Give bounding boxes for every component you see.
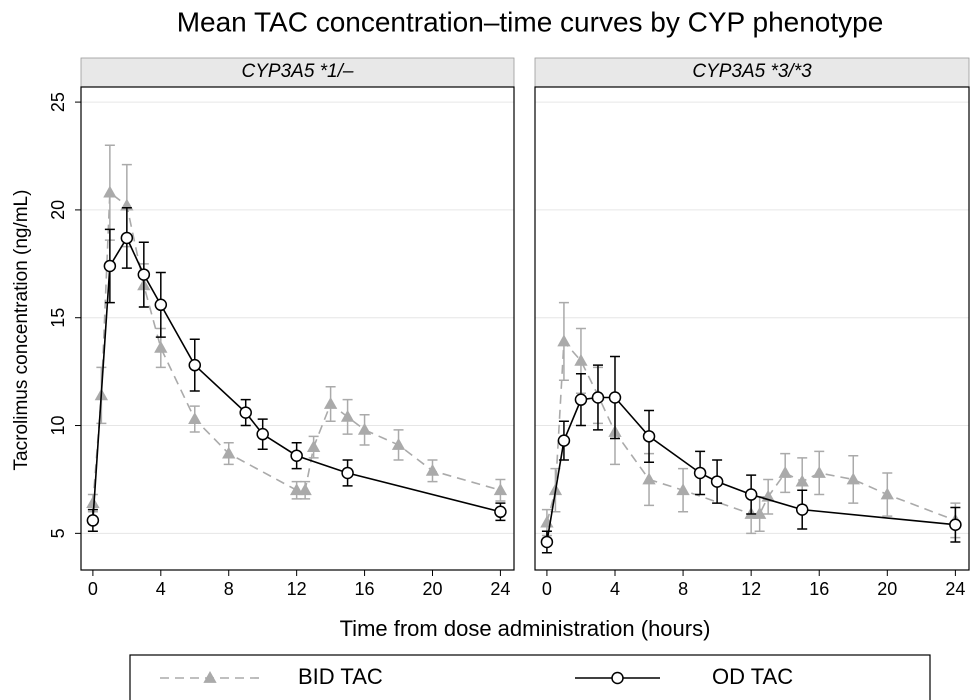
marker bbox=[710, 475, 724, 488]
marker bbox=[676, 483, 690, 496]
x-tick-label: 0 bbox=[88, 579, 98, 599]
chart-title: Mean TAC concentration–time curves by CY… bbox=[177, 6, 884, 37]
marker bbox=[949, 518, 962, 531]
marker bbox=[540, 535, 554, 549]
x-tick-label: 12 bbox=[741, 579, 761, 599]
marker bbox=[744, 488, 758, 501]
marker bbox=[425, 463, 440, 476]
marker bbox=[795, 503, 809, 516]
x-tick-label: 4 bbox=[156, 579, 166, 599]
marker bbox=[239, 406, 252, 419]
x-tick-label: 24 bbox=[945, 579, 965, 599]
marker bbox=[86, 514, 100, 527]
marker bbox=[812, 465, 826, 478]
marker bbox=[188, 358, 202, 372]
marker bbox=[86, 496, 100, 509]
strip bbox=[534, 57, 970, 88]
x-tick-label: 8 bbox=[678, 579, 688, 599]
marker bbox=[306, 440, 321, 452]
marker bbox=[642, 430, 656, 443]
plot-frame bbox=[80, 86, 515, 571]
legend-marker bbox=[203, 671, 217, 683]
marker bbox=[557, 434, 571, 447]
marker bbox=[574, 353, 588, 366]
marker bbox=[298, 483, 312, 496]
legend-label: BID TAC bbox=[298, 664, 383, 689]
panel-title: CYP3A5 *3/*3 bbox=[692, 61, 812, 82]
strip bbox=[80, 57, 515, 88]
marker bbox=[493, 483, 508, 496]
x-tick-label: 12 bbox=[287, 579, 307, 599]
marker bbox=[290, 483, 304, 496]
x-axis-label: Time from dose administration (hours) bbox=[340, 616, 711, 641]
marker bbox=[256, 427, 269, 441]
marker bbox=[795, 474, 809, 487]
marker bbox=[494, 505, 507, 519]
legend-marker bbox=[611, 671, 624, 685]
marker bbox=[642, 472, 656, 485]
marker bbox=[846, 472, 860, 485]
marker bbox=[188, 412, 202, 424]
marker bbox=[137, 268, 151, 281]
legend-label: OD TAC bbox=[712, 664, 793, 689]
marker bbox=[357, 422, 372, 435]
marker bbox=[574, 393, 588, 406]
x-tick-label: 24 bbox=[490, 579, 510, 599]
marker bbox=[341, 466, 354, 480]
x-tick-label: 0 bbox=[542, 579, 552, 599]
marker bbox=[120, 231, 134, 245]
y-axis-label: Tacrolimus concentration (ng/mL) bbox=[11, 190, 32, 471]
marker bbox=[608, 391, 622, 404]
marker bbox=[154, 298, 168, 312]
marker bbox=[323, 396, 338, 409]
marker bbox=[591, 391, 605, 404]
series-line bbox=[92, 236, 501, 521]
marker bbox=[753, 506, 767, 519]
panel-title: CYP3A5 *1/– bbox=[242, 61, 354, 82]
marker bbox=[340, 409, 355, 422]
marker bbox=[880, 487, 894, 500]
marker bbox=[778, 465, 792, 478]
marker bbox=[693, 466, 707, 480]
marker bbox=[103, 185, 117, 198]
x-tick-label: 8 bbox=[224, 579, 234, 599]
legend-box bbox=[129, 654, 931, 700]
plot-frame bbox=[534, 86, 970, 571]
x-tick-label: 20 bbox=[422, 579, 442, 599]
marker bbox=[290, 449, 303, 462]
marker bbox=[391, 437, 406, 450]
marker bbox=[557, 334, 571, 347]
marker bbox=[154, 340, 168, 353]
marker bbox=[222, 446, 236, 459]
y-tick-label: 15 bbox=[48, 308, 68, 328]
x-tick-label: 20 bbox=[877, 579, 897, 599]
y-tick-label: 20 bbox=[48, 200, 68, 220]
y-tick-label: 10 bbox=[48, 416, 68, 436]
x-tick-label: 4 bbox=[610, 579, 620, 599]
marker bbox=[103, 259, 117, 273]
x-tick-label: 16 bbox=[809, 579, 829, 599]
x-tick-label: 16 bbox=[355, 579, 375, 599]
y-tick-label: 25 bbox=[48, 92, 68, 112]
y-tick-label: 5 bbox=[48, 528, 68, 538]
